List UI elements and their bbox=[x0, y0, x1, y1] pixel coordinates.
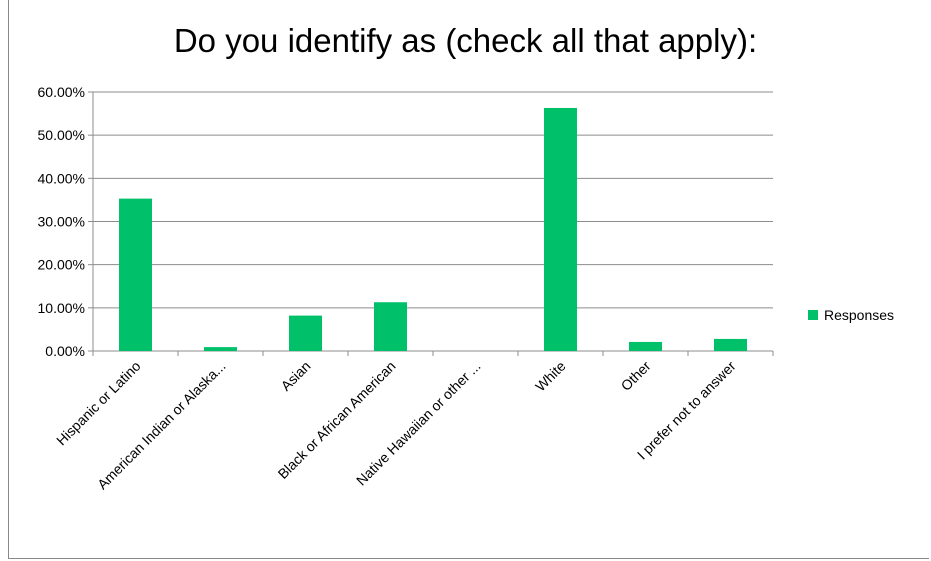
x-category-label: I prefer not to answer bbox=[634, 358, 739, 463]
y-tick-label: 20.00% bbox=[38, 257, 85, 273]
chart-frame bbox=[8, 0, 929, 559]
x-category-label: White bbox=[532, 358, 569, 395]
chart-title: Do you identify as (check all that apply… bbox=[173, 22, 758, 59]
legend: Responses bbox=[808, 307, 894, 323]
legend-swatch bbox=[808, 310, 818, 320]
y-tick-label: 60.00% bbox=[38, 84, 85, 100]
bar bbox=[204, 347, 237, 351]
y-tick-label: 10.00% bbox=[38, 300, 85, 316]
x-category-label: Asian bbox=[278, 358, 314, 394]
y-tick-label: 40.00% bbox=[38, 170, 85, 186]
bar bbox=[374, 302, 407, 351]
y-tick-label: 30.00% bbox=[38, 214, 85, 230]
y-tick-label: 0.00% bbox=[45, 343, 85, 359]
legend-label: Responses bbox=[824, 307, 895, 323]
bar bbox=[544, 107, 577, 351]
x-category-label: Other bbox=[618, 358, 654, 394]
bar bbox=[119, 198, 152, 351]
x-category-label: Hispanic or Latino bbox=[53, 358, 144, 449]
bar bbox=[714, 338, 747, 351]
y-tick-label: 50.00% bbox=[38, 127, 85, 143]
bar bbox=[289, 315, 322, 351]
bar bbox=[629, 341, 662, 351]
